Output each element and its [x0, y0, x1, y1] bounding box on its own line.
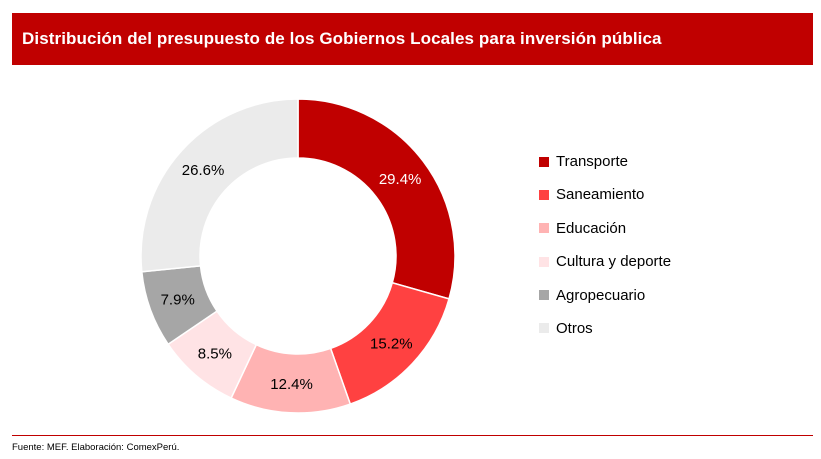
legend-label: Saneamiento [556, 186, 645, 204]
legend-swatch [539, 156, 549, 167]
legend-swatch [539, 323, 549, 334]
slice-label-0: 29.4% [379, 171, 422, 188]
legend-item: Transporte [539, 150, 671, 173]
legend-label: Educación [556, 219, 627, 237]
legend-item: Agropecuario [539, 284, 671, 307]
chart-title-bar: Distribución del presupuesto de los Gobi… [12, 13, 813, 65]
slice-label-5: 26.6% [182, 162, 225, 179]
slice-0 [297, 98, 456, 300]
legend-item: Educación [539, 217, 671, 240]
slice-label-2: 12.4% [270, 376, 313, 393]
legend-swatch [539, 223, 549, 234]
legend-swatch [539, 189, 549, 200]
legend-swatch [539, 256, 549, 267]
slice-label-4: 7.9% [161, 292, 195, 309]
legend-swatch [539, 290, 549, 301]
footer-divider [12, 435, 813, 436]
chart-title: Distribución del presupuesto de los Gobi… [22, 29, 662, 48]
legend-item: Cultura y deporte [539, 250, 671, 273]
legend-item: Saneamiento [539, 183, 671, 206]
legend-label: Cultura y deporte [556, 253, 672, 271]
chart-legend: Transporte Saneamiento Educación Cultura y … [539, 150, 671, 350]
source-note: Fuente: MEF. Elaboración: ComexPerú. [12, 442, 180, 453]
legend-label: Otros [556, 319, 593, 337]
slice-label-3: 8.5% [198, 345, 232, 362]
legend-label: Agropecuario [556, 286, 646, 304]
legend-label: Transporte [556, 153, 628, 170]
legend-item: Otros [539, 317, 671, 340]
slice-5 [140, 98, 299, 273]
slice-label-1: 15.2% [370, 336, 413, 353]
